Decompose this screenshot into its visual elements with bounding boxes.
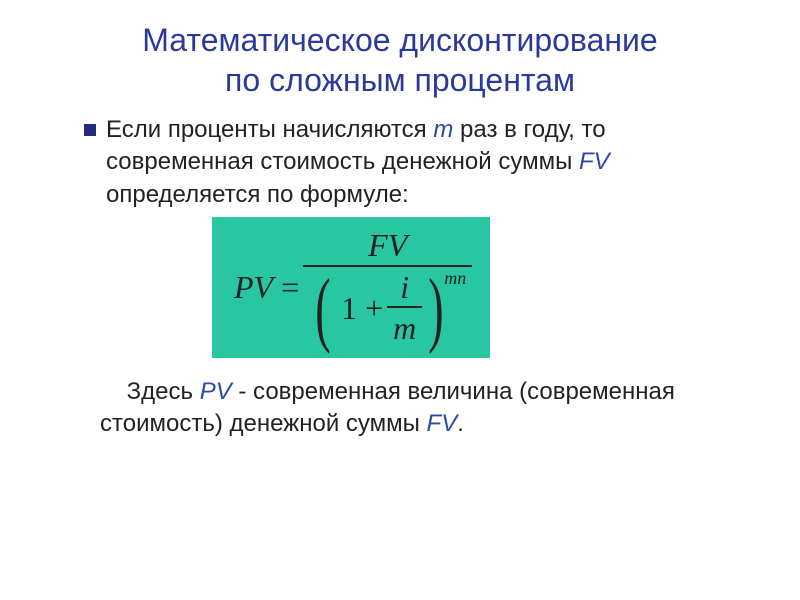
title-line-1: Математическое дисконтирование (142, 22, 657, 58)
formula-denominator: ( 1 + i m ) mn (303, 265, 472, 346)
slide-body: Если проценты начисляются m раз в году, … (44, 114, 756, 441)
formula-i: i (394, 271, 415, 307)
p2-text-1: Здесь (127, 378, 200, 405)
formula-one: 1 (337, 292, 361, 326)
left-paren-icon: ( (315, 273, 330, 344)
variable-m: m (433, 116, 453, 143)
paren-group: ( 1 + i m ) mn (309, 271, 466, 346)
bullet-paragraph-1: Если проценты начисляются m раз в году, … (84, 114, 748, 211)
paragraph-1: Если проценты начисляются m раз в году, … (106, 114, 748, 211)
title-line-2: по сложным процентам (225, 62, 575, 98)
formula-m: m (387, 306, 422, 346)
variable-fv-2: FV (427, 410, 458, 437)
right-paren-icon: ) (429, 273, 444, 344)
formula-numerator: FV (362, 229, 413, 265)
slide: Математическое дисконтирование по сложны… (0, 0, 800, 600)
formula-exponent: mn (444, 269, 466, 288)
p1-text-1: Если проценты начисляются (106, 116, 433, 143)
p2-text-end: . (457, 410, 464, 437)
formula-row: PV = FV ( 1 + i m (230, 229, 472, 346)
formula-plus: + (361, 292, 387, 326)
p1-text-3: определяется по формуле: (106, 181, 409, 208)
formula-box: PV = FV ( 1 + i m (212, 217, 490, 358)
square-bullet-icon (84, 124, 96, 136)
variable-pv: PV (200, 378, 232, 405)
formula-pv: PV (230, 271, 277, 305)
formula-inner-fraction: i m (387, 271, 422, 346)
paren-inner: 1 + i m (337, 271, 422, 346)
formula-main-fraction: FV ( 1 + i m ) (303, 229, 472, 346)
variable-fv: FV (579, 148, 610, 175)
slide-title: Математическое дисконтирование по сложны… (44, 20, 756, 100)
formula-equals: = (277, 271, 303, 305)
paragraph-2: Здесь PV - современная величина (совреме… (100, 376, 748, 441)
